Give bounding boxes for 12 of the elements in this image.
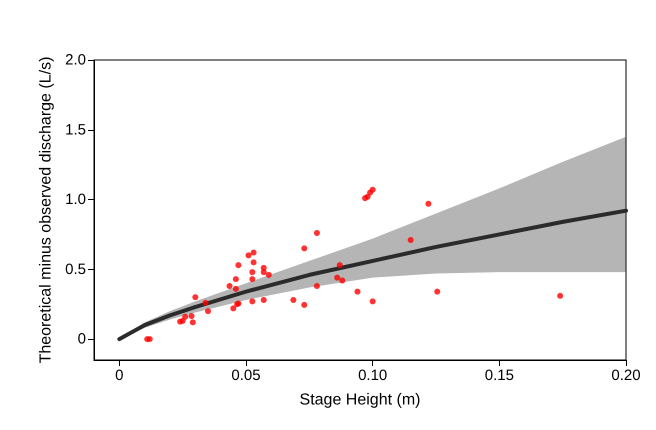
x-tick-label: 0.05 xyxy=(231,367,261,384)
x-tick-label: 0.10 xyxy=(358,367,388,384)
x-axis-title: Stage Height (m) xyxy=(300,392,420,408)
y-tick-label: 2.0 xyxy=(65,52,86,68)
y-tick-label: 0.5 xyxy=(65,260,86,278)
x-tick-label: 0.15 xyxy=(484,367,514,384)
y-tick-label: 0 xyxy=(78,330,86,348)
x-tick-label: 0.20 xyxy=(611,367,641,384)
x-tick-label: 0 xyxy=(115,367,124,384)
y-tick-label: 1.0 xyxy=(65,191,86,208)
y-tick-label: 1.5 xyxy=(65,121,86,138)
y-axis-title: Theoretical minus observed discharge (L/s) xyxy=(38,56,55,364)
